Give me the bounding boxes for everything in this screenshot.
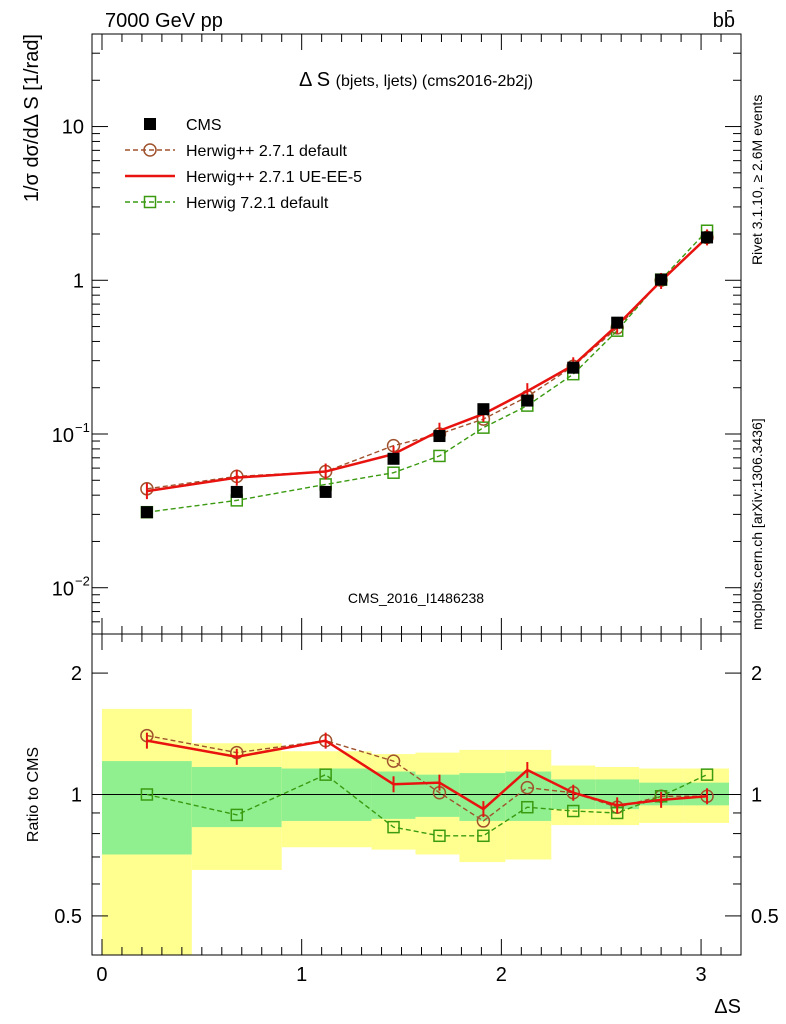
ratio-y-tick-label: 0.5: [751, 906, 779, 928]
ratio-series-2-point: [230, 808, 244, 822]
ratio-series-2-point: [521, 800, 534, 814]
band-1sigma: [191, 766, 282, 828]
header-left: 7000 GeV pp: [105, 10, 223, 32]
rivet-label: Rivet 3.1.10, ≥ 2.6M events: [749, 95, 765, 265]
ratio-series-2-point: [700, 768, 714, 781]
band-1sigma: [415, 774, 460, 817]
legend-label: CMS: [186, 117, 222, 134]
ratio-series-2-point: [433, 829, 446, 843]
ratio-y-tick-label: 0.5: [54, 906, 82, 928]
x-axis-label: ΔS: [714, 996, 741, 1018]
ratio-panel: 0 1 2 3 ΔS 0.5 0.5 1 1 2 2 Ratio to CMS: [25, 633, 779, 1018]
ratio-y-tick-label: 1: [751, 785, 762, 807]
series-3-point: [387, 466, 400, 479]
ratio-series-0-point: [520, 780, 535, 795]
series-1-line: [146, 236, 708, 490]
y-tick-label: 10: [52, 579, 74, 601]
x-tick-label: 2: [496, 964, 507, 986]
ratio-series-2-point: [567, 804, 580, 818]
header-right: bb̄: [713, 9, 735, 32]
series-0-point: [521, 394, 534, 407]
series-0-point: [655, 273, 668, 286]
ratio-series-2-point: [477, 829, 490, 843]
y-axis-label: 1/σ dσ/dΔ S [1/rad]: [21, 34, 43, 202]
ratio-series-2-point: [319, 768, 332, 781]
y-tick-label: 10: [52, 425, 74, 447]
series-0-point: [701, 231, 714, 244]
y-tick-label: 10: [62, 117, 84, 139]
ratio-series-2-point: [140, 788, 154, 801]
series-3-line: [146, 230, 708, 513]
ratio-y-tick-label: 2: [751, 663, 762, 685]
series-0-point: [387, 452, 400, 465]
legend-marker: [143, 143, 157, 157]
series-3-point: [433, 449, 446, 463]
legend-label: Herwig++ 2.7.1 UE-EE-5: [186, 169, 362, 186]
series-0-point: [140, 506, 153, 519]
x-tick-label: 1: [296, 964, 307, 986]
y-tick-label: 1: [73, 270, 84, 292]
series-0-point: [611, 316, 624, 329]
series-0-point: [567, 361, 580, 374]
series-0-point: [319, 485, 332, 498]
ratio-series-2-point: [387, 820, 400, 834]
ratio-series-2-line: [146, 773, 708, 837]
legend-label: Herwig 7.2.1 default: [186, 195, 329, 212]
legend-label: Herwig++ 2.7.1 default: [186, 143, 348, 160]
legend-marker: [143, 195, 157, 209]
chart-title: Δ S (bjets, ljets) (cms2016-2b2j): [299, 69, 533, 91]
legend-marker: [144, 118, 156, 130]
watermark: CMS_2016_I1486238: [348, 590, 484, 606]
ratio-y-tick-label: 2: [71, 663, 82, 685]
series-2-line: [146, 236, 708, 493]
ratio-series-0-point: [386, 754, 401, 768]
ratio-y-label: Ratio to CMS: [25, 747, 42, 842]
mcplots-label: mcplots.cern.ch [arXiv:1306.3436]: [749, 418, 765, 630]
ratio-y-tick-label: 1: [71, 785, 82, 807]
series-0-point: [230, 485, 243, 498]
x-tick-label: 0: [96, 964, 107, 986]
x-tick-label: 3: [695, 964, 706, 986]
series-0-point: [433, 430, 446, 443]
series-3-point: [477, 421, 490, 434]
band-1sigma: [101, 761, 192, 855]
series-0-point: [477, 403, 490, 416]
y-tick-label-exponent: −2: [75, 574, 90, 589]
y-tick-label-exponent: −1: [75, 420, 90, 435]
